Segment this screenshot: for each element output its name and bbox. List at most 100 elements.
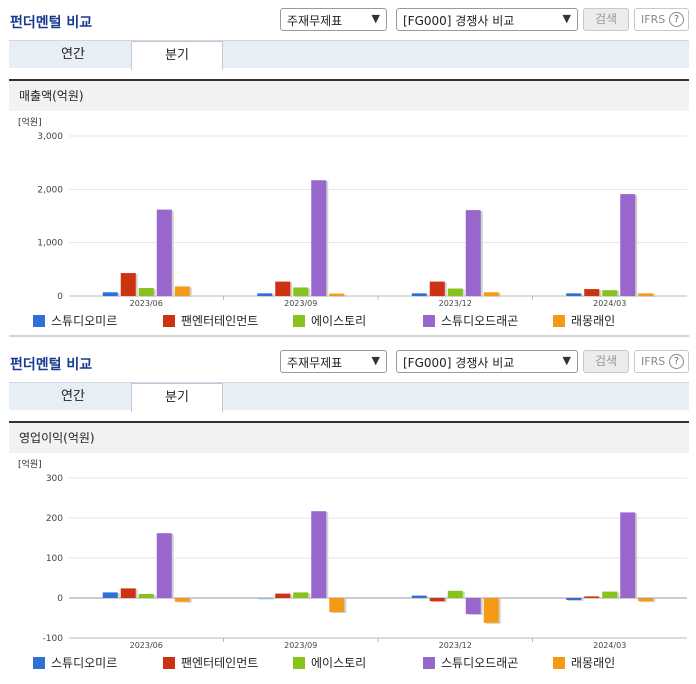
bar[interactable] [411, 293, 427, 296]
bar[interactable] [483, 292, 499, 296]
bar[interactable] [329, 598, 345, 612]
bar[interactable] [429, 598, 445, 602]
panel-header: 펀더멘털 비교 주재무제표 ▼ [FG000] 경쟁사 비교 ▼ 검색 IFRS… [0, 342, 696, 380]
bar[interactable] [257, 598, 273, 599]
x-tick-label: 2023/09 [284, 641, 317, 650]
search-button[interactable]: 검색 [583, 8, 629, 31]
bar[interactable] [584, 596, 600, 598]
bar[interactable] [120, 588, 136, 598]
legend-label: 에이스토리 [311, 314, 367, 328]
y-tick-label: 0 [57, 594, 63, 604]
bar[interactable] [311, 511, 327, 598]
y-unit-label: [억원] [18, 116, 42, 128]
tab-annual[interactable]: 연간 [61, 47, 85, 62]
x-tick-label: 2024/03 [593, 299, 626, 308]
bar[interactable] [620, 512, 636, 598]
legend-swatch [163, 657, 175, 669]
legend-item[interactable]: 래몽래인 [553, 655, 615, 671]
bar[interactable] [257, 293, 273, 296]
panel-header: 펀더멘털 비교 주재무제표 ▼ [FG000] 경쟁사 비교 ▼ 검색 IFRS… [0, 0, 696, 38]
bar[interactable] [465, 210, 481, 296]
statement-type-value: 주재무제표 [287, 14, 343, 28]
bar[interactable] [102, 292, 118, 296]
bar[interactable] [638, 293, 654, 296]
bar[interactable] [156, 209, 172, 296]
bar[interactable] [411, 595, 427, 598]
panel-divider [9, 335, 689, 337]
legend-label: 팬엔터테인먼트 [181, 656, 259, 670]
x-tick-label: 2023/12 [439, 299, 472, 308]
x-tick-label: 2023/06 [130, 299, 163, 308]
legend-swatch [163, 315, 175, 327]
bar[interactable] [602, 591, 618, 598]
compare-group-select[interactable]: [FG000] 경쟁사 비교 ▼ [396, 8, 578, 31]
legend-item[interactable]: 팬엔터테인먼트 [163, 313, 258, 329]
bar[interactable] [293, 287, 309, 296]
bar[interactable] [447, 590, 463, 598]
legend-label: 래몽래인 [571, 656, 616, 670]
legend-label: 스튜디오드래곤 [441, 656, 519, 670]
tab-quarterly[interactable]: 분기 [131, 383, 223, 412]
x-tick-label: 2024/03 [593, 641, 626, 650]
x-tick-label: 2023/06 [130, 641, 163, 650]
tab-quarterly[interactable]: 분기 [131, 41, 223, 70]
legend-item[interactable]: 팬엔터테인먼트 [163, 655, 258, 671]
y-tick-label: -100 [43, 634, 64, 644]
statement-type-select[interactable]: 주재무제표 ▼ [280, 350, 387, 373]
ifrs-help-button[interactable]: IFRS ? [634, 8, 689, 31]
bar[interactable] [566, 598, 582, 600]
chart-subtitle: 영업이익(억원) [9, 421, 689, 453]
search-button[interactable]: 검색 [583, 350, 629, 373]
ifrs-help-button[interactable]: IFRS ? [634, 350, 689, 373]
bar[interactable] [429, 281, 445, 296]
bar[interactable] [329, 293, 345, 296]
chevron-down-icon: ▼ [371, 354, 380, 367]
bar[interactable] [483, 598, 499, 623]
ifrs-label: IFRS [641, 13, 666, 26]
bar-shadow [259, 599, 275, 600]
y-tick-label: 1,000 [37, 239, 63, 249]
legend-item[interactable]: 에이스토리 [293, 313, 366, 329]
chevron-down-icon: ▼ [562, 12, 571, 25]
statement-type-value: 주재무제표 [287, 356, 343, 370]
y-tick-label: 100 [46, 554, 63, 564]
statement-type-select[interactable]: 주재무제표 ▼ [280, 8, 387, 31]
bar[interactable] [293, 592, 309, 598]
bar[interactable] [102, 592, 118, 598]
legend-swatch [293, 315, 305, 327]
bar[interactable] [602, 290, 618, 296]
legend-item[interactable]: 에이스토리 [293, 655, 366, 671]
legend-item[interactable]: 스튜디오드래곤 [423, 313, 518, 329]
legend-swatch [423, 315, 435, 327]
legend-item[interactable]: 스튜디오미르 [33, 313, 117, 329]
bar[interactable] [138, 288, 154, 296]
compare-group-select[interactable]: [FG000] 경쟁사 비교 ▼ [396, 350, 578, 373]
tab-annual[interactable]: 연간 [61, 389, 85, 404]
legend-item[interactable]: 래몽래인 [553, 313, 615, 329]
bar[interactable] [447, 288, 463, 296]
bar[interactable] [275, 281, 291, 296]
bar[interactable] [465, 598, 481, 614]
bar[interactable] [620, 194, 636, 296]
bar[interactable] [566, 293, 582, 296]
bar[interactable] [156, 533, 172, 598]
legend-label: 스튜디오드래곤 [441, 314, 519, 328]
legend-label: 팬엔터테인먼트 [181, 314, 259, 328]
compare-group-value: [FG000] 경쟁사 비교 [403, 356, 515, 370]
help-icon: ? [669, 354, 684, 369]
chevron-down-icon: ▼ [371, 12, 380, 25]
bar[interactable] [120, 273, 136, 296]
y-tick-label: 300 [46, 474, 63, 484]
bar[interactable] [174, 286, 190, 296]
bar[interactable] [638, 598, 654, 602]
bar[interactable] [275, 593, 291, 598]
legend-item[interactable]: 스튜디오미르 [33, 655, 117, 671]
legend-swatch [553, 315, 565, 327]
bar[interactable] [311, 180, 327, 296]
chart-revenue: [억원] 0 1,000 2,000 3,000 2023/06 2023/09 2023/1… [18, 116, 687, 308]
legend-swatch [293, 657, 305, 669]
legend-item[interactable]: 스튜디오드래곤 [423, 655, 518, 671]
bar[interactable] [174, 598, 190, 602]
bar[interactable] [584, 289, 600, 296]
bar[interactable] [138, 594, 154, 598]
